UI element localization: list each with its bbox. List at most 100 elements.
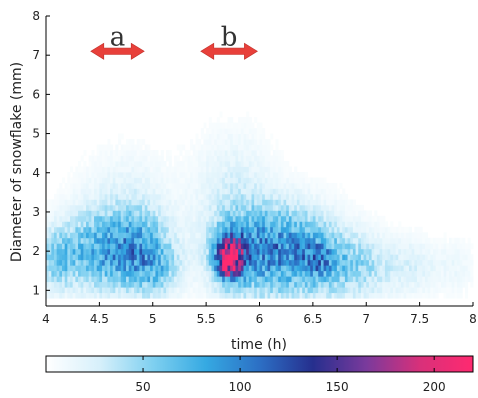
heatmap-cell [67, 199, 71, 206]
heatmap-cell [304, 243, 308, 250]
heatmap-cell [278, 259, 282, 266]
heatmap-cell [75, 182, 79, 189]
heatmap-cell [112, 210, 116, 217]
heatmap-cell [230, 232, 234, 239]
heatmap-cell [126, 259, 130, 266]
heatmap-cell [182, 182, 186, 189]
heatmap-cell [88, 276, 92, 283]
heatmap-cell [216, 193, 220, 200]
heatmap-cell [360, 221, 364, 228]
heatmap-cell [152, 226, 156, 233]
heatmap-cell [318, 204, 322, 211]
heatmap-cell [56, 237, 60, 244]
heatmap-cell [190, 259, 194, 266]
heatmap-cell [243, 210, 247, 217]
heatmap-cell [216, 248, 220, 255]
heatmap-cell [280, 161, 284, 167]
heatmap-cell [411, 237, 415, 244]
heatmap-cell [88, 177, 92, 184]
heatmap-cell [230, 248, 234, 255]
heatmap-cell [278, 248, 282, 255]
heatmap-cell [104, 182, 108, 189]
heatmap-cell [144, 232, 148, 239]
heatmap-cell [182, 215, 186, 222]
heatmap-cell [230, 204, 234, 211]
heatmap-cell [398, 292, 402, 299]
heatmap-cell [123, 248, 127, 255]
heatmap-cell [94, 215, 98, 222]
heatmap-cell [131, 270, 135, 277]
heatmap-cell [339, 226, 343, 233]
heatmap-cell [78, 281, 82, 288]
heatmap-cell [211, 188, 215, 195]
heatmap-cell [318, 287, 322, 294]
heatmap-cell [342, 199, 346, 206]
heatmap-cell [208, 221, 212, 228]
heatmap-cell [139, 259, 143, 266]
heatmap-cell [219, 128, 223, 134]
heatmap-cell [331, 210, 335, 217]
heatmap-cell [48, 259, 52, 266]
heatmap-cell [270, 237, 274, 244]
heatmap-cell [176, 237, 180, 244]
heatmap-cell [416, 248, 421, 255]
heatmap-cell [360, 265, 364, 272]
heatmap-cell [152, 254, 156, 261]
heatmap-cell [88, 199, 92, 206]
heatmap-cell [374, 270, 378, 277]
heatmap-cell [123, 188, 127, 195]
heatmap-cell [238, 215, 242, 222]
heatmap-cell [275, 226, 279, 233]
heatmap-cell [262, 254, 266, 261]
heatmap-cell [192, 155, 196, 162]
heatmap-cell [246, 248, 250, 255]
heatmap-cell [248, 221, 252, 228]
heatmap-cell [67, 259, 71, 266]
heatmap-cell [312, 199, 316, 206]
heatmap-cell [336, 243, 340, 250]
heatmap-cell [168, 281, 172, 288]
heatmap-cell [243, 193, 247, 200]
heatmap-cell [99, 248, 103, 255]
heatmap-cell [54, 237, 58, 244]
heatmap-cell [96, 270, 100, 277]
heatmap-cell [94, 177, 98, 184]
heatmap-cell [267, 204, 271, 211]
heatmap-cell [147, 248, 151, 255]
heatmap-cell [99, 144, 103, 151]
heatmap-cell [310, 215, 314, 222]
heatmap-cell [326, 276, 330, 283]
heatmap-cell [462, 276, 466, 283]
heatmap-cell [283, 259, 287, 266]
heatmap-cell [56, 221, 60, 228]
heatmap-cell [123, 287, 127, 294]
heatmap-cell [323, 265, 327, 272]
heatmap-cell [270, 221, 274, 228]
heatmap-cell [339, 287, 343, 294]
heatmap-cell [323, 199, 327, 206]
heatmap-cell [342, 292, 346, 299]
heatmap-cell [179, 161, 183, 167]
heatmap-cell [62, 188, 66, 195]
heatmap-cell [259, 199, 263, 206]
heatmap-cell [262, 193, 266, 200]
heatmap-cell [270, 276, 274, 283]
heatmap-cell [171, 221, 175, 228]
heatmap-cell [224, 122, 228, 129]
heatmap-cell [115, 144, 119, 151]
heatmap-cell [190, 243, 194, 250]
heatmap-cell [102, 232, 106, 239]
heatmap-cell [136, 270, 140, 277]
heatmap-cell [48, 204, 52, 211]
heatmap-cell [120, 243, 124, 250]
heatmap-cell [155, 254, 159, 261]
heatmap-cell [435, 254, 439, 261]
heatmap-cell [96, 276, 100, 283]
heatmap-cell [99, 155, 103, 162]
heatmap-cell [168, 182, 172, 189]
heatmap-cell [296, 243, 300, 250]
heatmap-cell [224, 139, 228, 145]
heatmap-cell [211, 204, 215, 211]
heatmap-cell [368, 237, 372, 244]
heatmap-cell [198, 166, 202, 173]
